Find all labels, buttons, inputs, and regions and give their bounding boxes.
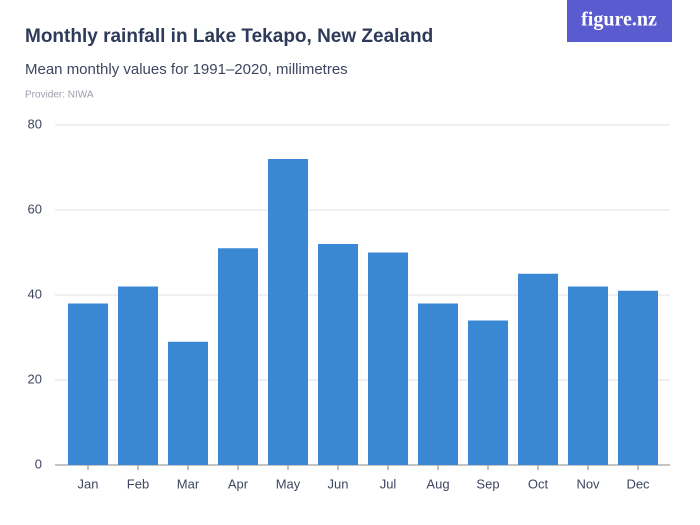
bar	[68, 303, 108, 465]
bar	[168, 341, 208, 465]
bar	[418, 303, 458, 465]
y-tick-label: 80	[28, 116, 42, 131]
x-tick-label: Oct	[528, 476, 549, 491]
bar	[618, 290, 658, 465]
x-tick-label: Mar	[177, 476, 200, 491]
y-tick-label: 40	[28, 286, 42, 301]
x-tick-label: Jul	[380, 476, 397, 491]
bar	[568, 286, 608, 465]
x-tick-label: Apr	[228, 476, 249, 491]
bar	[468, 320, 508, 465]
bar	[268, 159, 308, 465]
chart-subtitle: Mean monthly values for 1991–2020, milli…	[25, 61, 348, 78]
brand: figure.nz	[581, 9, 657, 31]
x-tick-label: Dec	[626, 476, 650, 491]
x-tick-label: Sep	[476, 476, 499, 491]
y-tick-label: 0	[35, 456, 42, 471]
chart-title: Monthly rainfall in Lake Tekapo, New Zea…	[25, 26, 433, 47]
x-tick-label: Jun	[328, 476, 349, 491]
bar	[118, 286, 158, 465]
bar	[518, 273, 558, 465]
x-tick-label: Aug	[426, 476, 449, 491]
y-tick-label: 60	[28, 201, 42, 216]
bar	[218, 248, 258, 465]
x-tick-label: Feb	[127, 476, 149, 491]
y-tick-label: 20	[28, 371, 42, 386]
x-tick-label: Jan	[78, 476, 99, 491]
brand-box	[567, 0, 672, 42]
x-tick-label: May	[276, 476, 301, 491]
provider: Provider: NIWA	[25, 90, 94, 101]
x-tick-label: Nov	[576, 476, 600, 491]
bar	[368, 252, 408, 465]
bar	[318, 244, 358, 465]
